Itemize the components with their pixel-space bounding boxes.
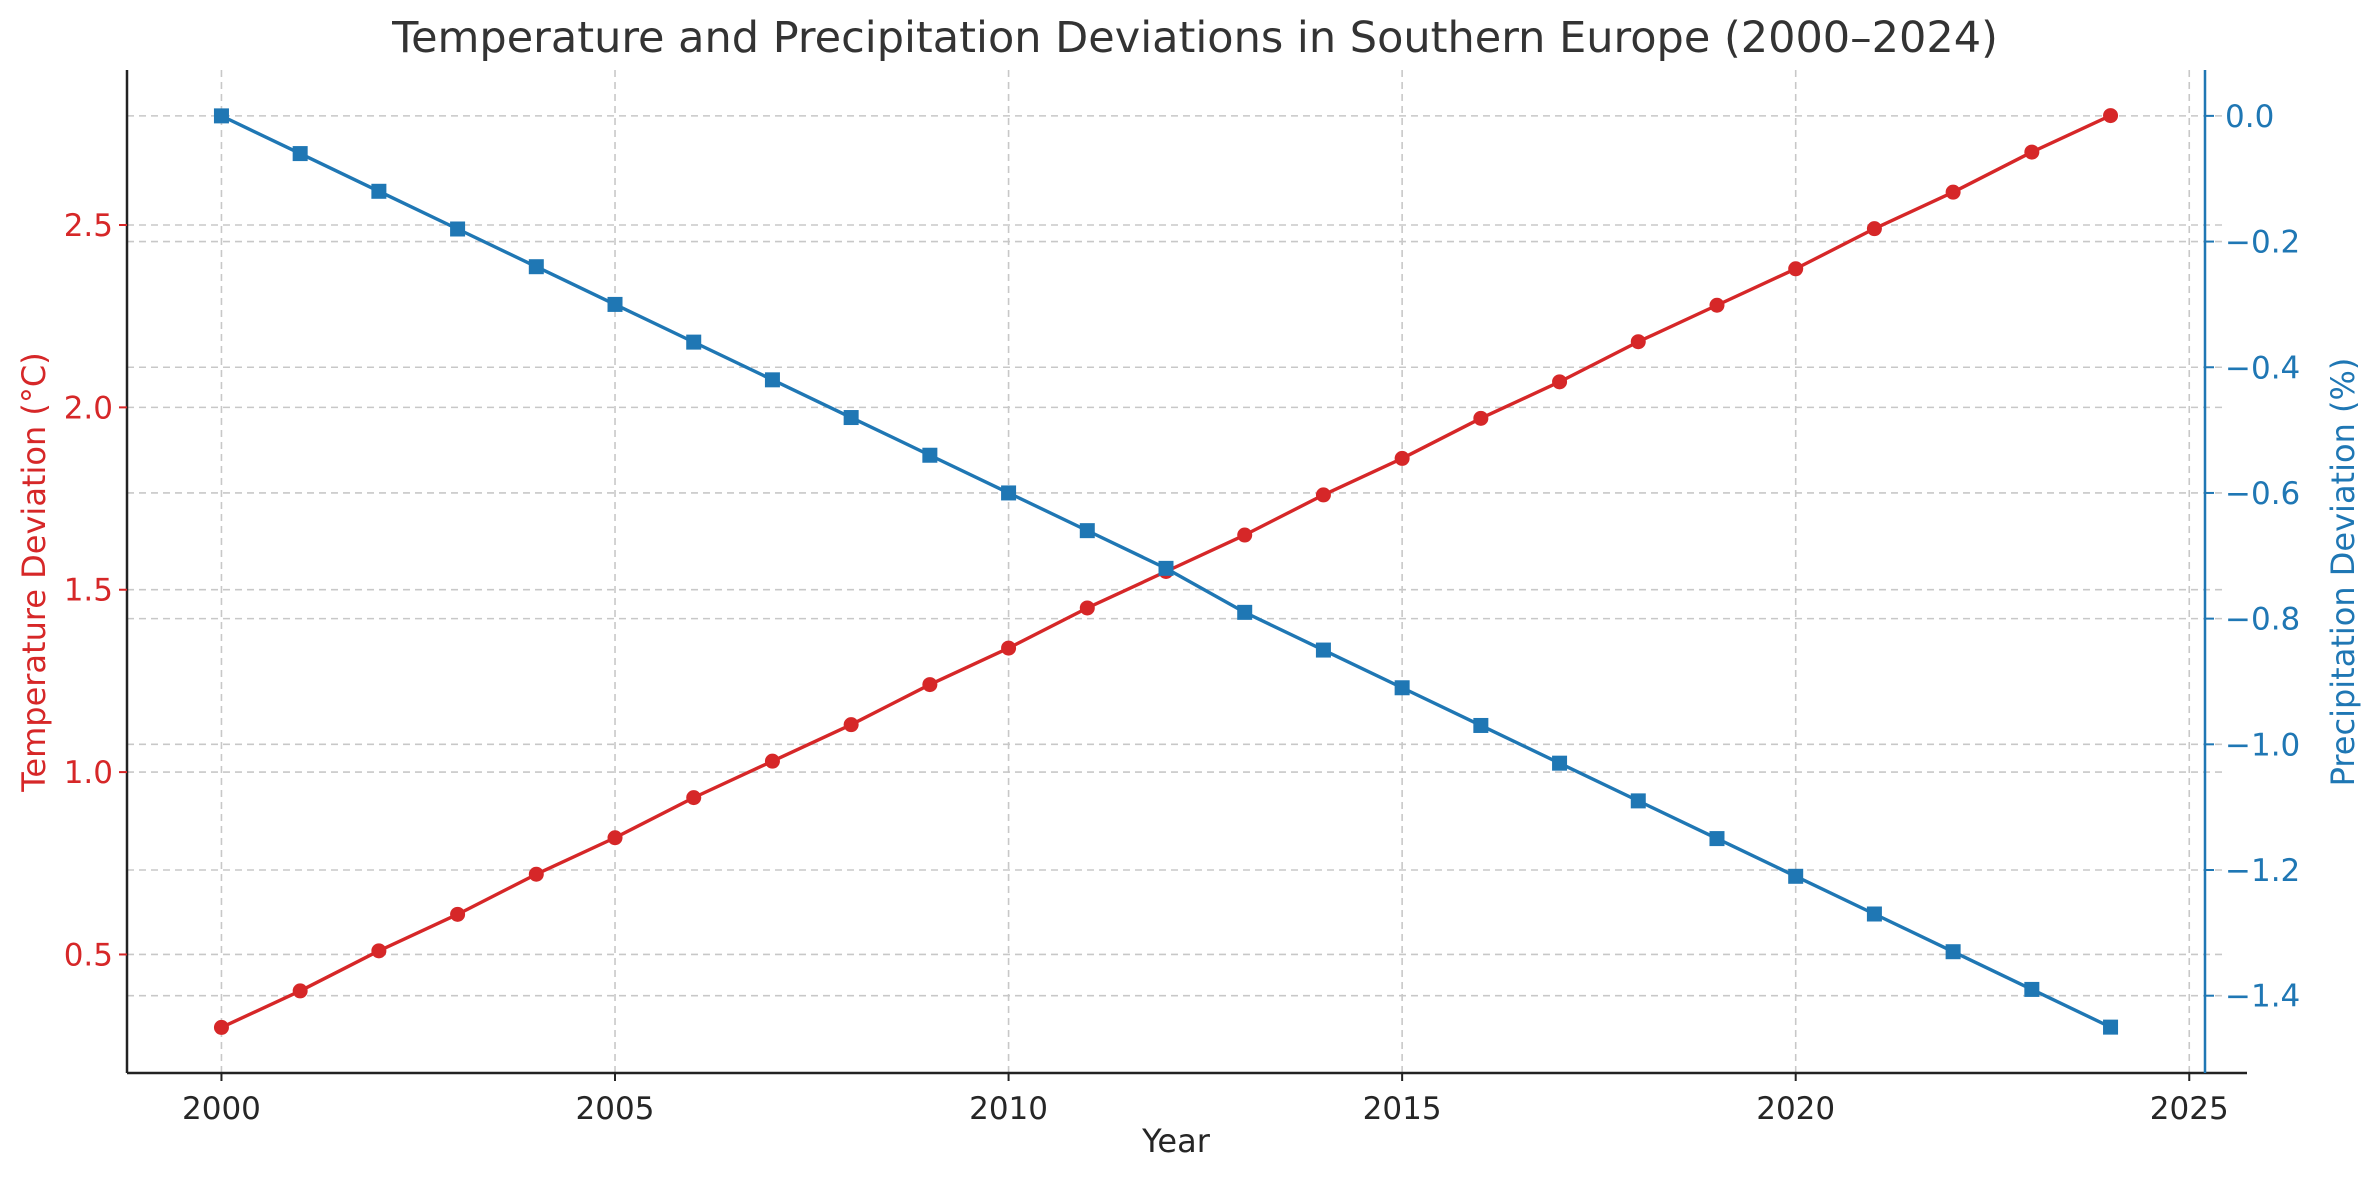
x-tick-label: 2005: [576, 1091, 655, 1127]
series-2-point: [371, 183, 387, 199]
series-2-point: [1001, 485, 1017, 501]
right-y-tick-label: −1.2: [2225, 853, 2300, 889]
series-2-point: [1079, 523, 1095, 539]
series-1-point: [1788, 261, 1804, 277]
x-tick-label: 2020: [1756, 1091, 1835, 1127]
series-1-point: [1001, 640, 1017, 656]
right-y-tick-label: −0.8: [2225, 602, 2300, 638]
series-1-point: [371, 943, 387, 959]
left-y-axis-label: Temperature Deviation (°C): [15, 352, 53, 792]
axis-ticks: 2000 2005 2010 2015 2020 2025 0.5 1.0 1.5 2.0 2.5 0…: [64, 99, 2301, 1127]
left-y-tick-label: 1.5: [64, 573, 113, 609]
series-1-point: [1237, 527, 1253, 543]
series-1-point: [1945, 184, 1961, 200]
series-2-point: [1158, 560, 1174, 576]
series-1-point: [922, 677, 938, 693]
left-y-tick-label: 1.0: [64, 755, 113, 791]
x-tick-label: 2025: [2150, 1091, 2229, 1127]
right-y-axis-label: Precipitation Deviation (%): [2324, 358, 2362, 787]
right-y-tick-label: −1.0: [2225, 727, 2300, 763]
series-1-point: [1315, 487, 1331, 503]
series-1-point: [528, 866, 544, 882]
series-2-point: [1552, 755, 1568, 771]
series-2-point: [607, 296, 623, 312]
series-2-point: [1237, 604, 1253, 620]
series-2-point: [1788, 868, 1804, 884]
series-1-point: [1079, 600, 1095, 616]
series-1-point: [2103, 108, 2119, 124]
x-tick-label: 2000: [182, 1091, 261, 1127]
series-1-point: [2024, 144, 2040, 160]
series-1-point: [607, 830, 623, 846]
series-1-point: [1866, 221, 1882, 237]
series-1-point: [292, 983, 308, 999]
right-y-tick-label: −0.2: [2225, 225, 2300, 261]
series-1-point: [213, 1019, 229, 1035]
series-1-point: [1709, 297, 1725, 313]
series-1-point: [764, 753, 780, 769]
series-1-point: [1473, 410, 1489, 426]
series-1-point: [686, 790, 702, 806]
series-2-point: [450, 221, 466, 237]
series-2-point: [1866, 906, 1882, 922]
series-2-point: [1630, 793, 1646, 809]
grid-lines: [127, 70, 2225, 1073]
left-y-tick-label: 2.0: [64, 390, 113, 426]
series-1-point: [1394, 450, 1410, 466]
x-tick-label: 2015: [1363, 1091, 1442, 1127]
series-2-point: [1394, 680, 1410, 696]
left-y-tick-label: 0.5: [64, 937, 113, 973]
right-y-tick-label: −0.4: [2225, 350, 2300, 386]
x-axis-label: Year: [1141, 1122, 1211, 1160]
series-lines: [213, 108, 2119, 1035]
series-2-point: [528, 259, 544, 275]
series-2-point: [292, 146, 308, 162]
series-2-point: [764, 372, 780, 388]
series-2-point: [1709, 831, 1725, 847]
series-2-point: [843, 410, 859, 426]
right-y-tick-label: −1.4: [2225, 979, 2300, 1015]
series-2-point: [2103, 1019, 2119, 1035]
series-2-point: [1315, 642, 1331, 658]
series-2-group: [213, 108, 2119, 1035]
series-1-point: [450, 906, 466, 922]
series-2-point: [1945, 944, 1961, 960]
series-1-point: [843, 717, 859, 733]
right-y-tick-label: 0.0: [2225, 99, 2274, 135]
series-2-point: [2024, 981, 2040, 997]
x-tick-label: 2010: [969, 1091, 1048, 1127]
series-2-point: [686, 334, 702, 350]
series-1-point: [1552, 374, 1568, 390]
chart-title: Temperature and Precipitation Deviations…: [391, 13, 1998, 63]
series-2-point: [213, 108, 229, 124]
series-2-point: [1473, 717, 1489, 733]
left-y-tick-label: 2.5: [64, 208, 113, 244]
series-1-point: [1630, 334, 1646, 350]
right-y-tick-label: −0.6: [2225, 476, 2300, 512]
series-2-point: [922, 447, 938, 463]
